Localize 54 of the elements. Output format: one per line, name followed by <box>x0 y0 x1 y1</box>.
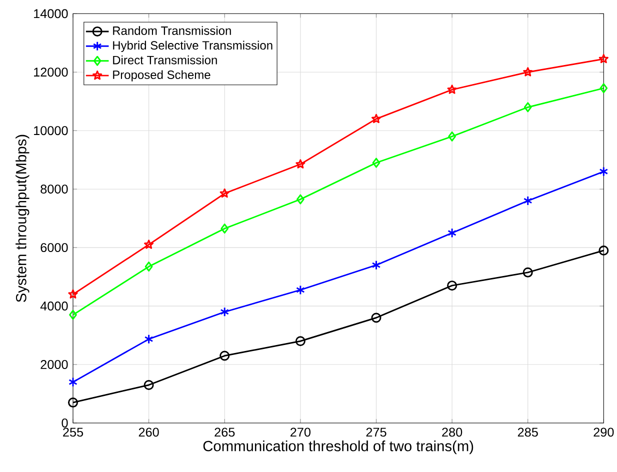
point <box>220 350 230 361</box>
x-tick-label: 260 <box>138 428 159 437</box>
point <box>69 310 77 320</box>
legend-label: Direct Transmission <box>113 56 217 64</box>
y-tick-label: 4000 <box>40 302 68 311</box>
point <box>144 262 153 272</box>
point <box>68 289 78 299</box>
point <box>68 377 78 388</box>
x-tick-label: 275 <box>366 428 386 437</box>
x-tick-label: 280 <box>442 428 462 437</box>
x-axis-title: Communication threshold of two trains(m) <box>203 440 474 454</box>
point <box>447 280 458 291</box>
point <box>220 224 229 234</box>
point <box>523 196 532 206</box>
x-tick-label: 270 <box>290 428 310 437</box>
point <box>522 267 533 278</box>
x-tick-label: 285 <box>518 428 538 437</box>
point <box>447 84 457 94</box>
point <box>220 306 230 317</box>
point <box>296 159 306 168</box>
legend-label: Hybrid Selective Transmission <box>113 40 272 52</box>
point <box>372 260 381 270</box>
point <box>68 398 78 408</box>
point <box>220 188 230 198</box>
point <box>144 380 154 390</box>
point <box>144 334 154 344</box>
y-tick-label: 10000 <box>34 126 68 136</box>
y-tick-label: 14000 <box>34 9 68 18</box>
point <box>295 336 306 346</box>
point <box>524 102 532 112</box>
point <box>144 240 154 249</box>
y-tick-label: 0 <box>62 418 68 428</box>
y-tick-label: 2000 <box>40 360 68 370</box>
point <box>598 54 608 64</box>
point <box>598 245 609 256</box>
point <box>371 114 382 124</box>
x-tick-label: 290 <box>594 428 614 437</box>
point <box>371 312 382 323</box>
y-tick-label: 12000 <box>34 68 68 77</box>
point <box>600 83 608 94</box>
point <box>448 131 456 142</box>
point <box>523 67 533 76</box>
y-axis-title: System throughput(Mbps) <box>16 134 30 302</box>
point <box>372 158 380 168</box>
legend-label: Random Transmission <box>113 26 231 35</box>
point <box>296 194 304 204</box>
point <box>448 228 456 238</box>
legend-label: Proposed Scheme <box>113 70 210 82</box>
y-tick-label: 8000 <box>40 184 68 194</box>
x-tick-label: 255 <box>63 428 84 437</box>
x-tick-label: 265 <box>214 428 235 437</box>
point <box>599 166 608 177</box>
y-tick-label: 6000 <box>40 243 68 252</box>
point <box>296 284 305 295</box>
